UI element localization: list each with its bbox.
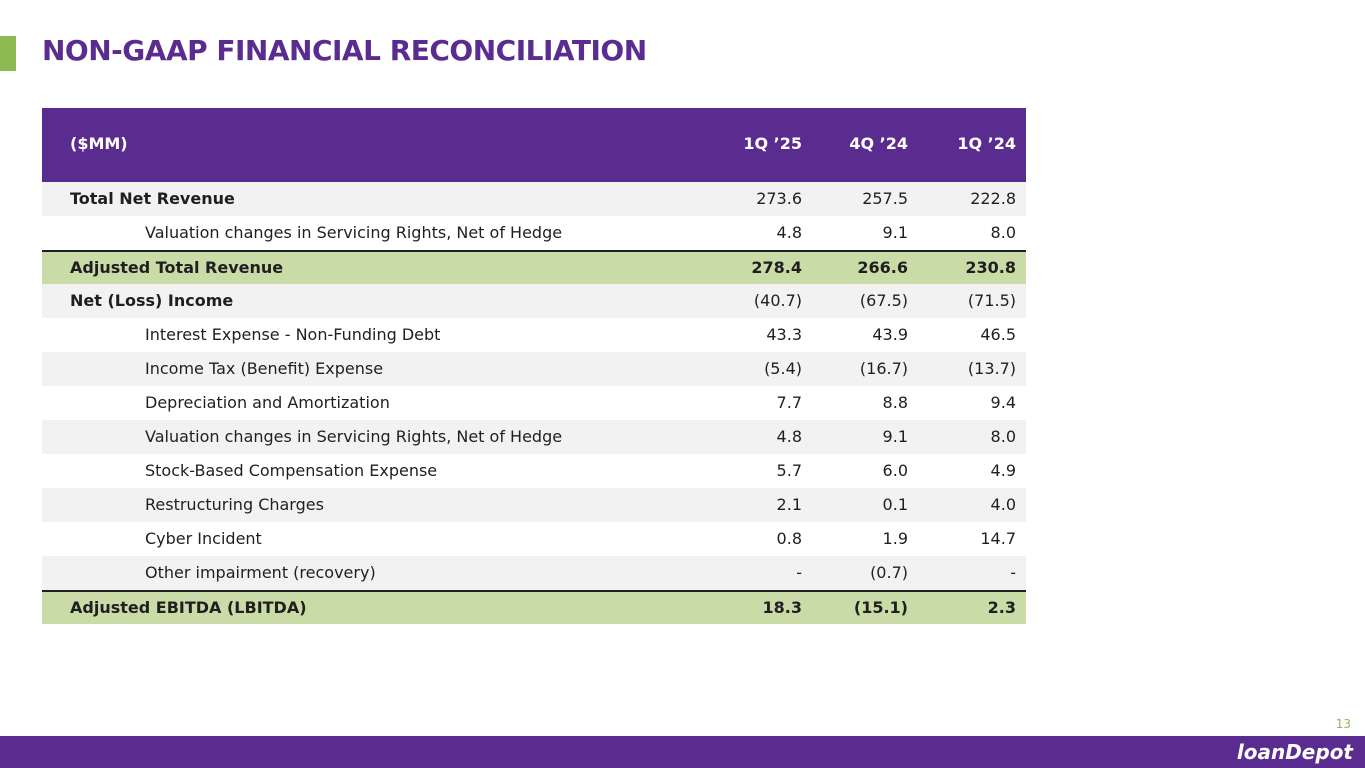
- row-label: Income Tax (Benefit) Expense: [145, 359, 384, 378]
- cell-value: 2.1: [776, 495, 802, 514]
- cell-value: 14.7: [980, 529, 1016, 548]
- cell-value: 0.1: [882, 495, 908, 514]
- reconciliation-table: ($MM) 1Q ’25 4Q ’24 1Q ’24 Total Net Rev…: [42, 108, 1026, 624]
- page-number: 13: [1335, 717, 1351, 731]
- table-row: Other impairment (recovery) - (0.7) -: [42, 556, 1026, 590]
- cell-value: 7.7: [776, 393, 802, 412]
- cell-value: 2.3: [987, 598, 1016, 617]
- column-header-1q25: 1Q ’25: [743, 134, 802, 153]
- table-row: Cyber Incident 0.8 1.9 14.7: [42, 522, 1026, 556]
- row-label: Total Net Revenue: [70, 189, 235, 208]
- cell-value: (71.5): [967, 291, 1016, 310]
- cell-value: (5.4): [764, 359, 802, 378]
- table-row: Net (Loss) Income (40.7) (67.5) (71.5): [42, 284, 1026, 318]
- cell-value: (16.7): [859, 359, 908, 378]
- cell-value: (0.7): [870, 563, 908, 582]
- cell-value: 43.3: [766, 325, 802, 344]
- cell-value: 8.8: [882, 393, 908, 412]
- cell-value: 278.4: [751, 258, 802, 277]
- cell-value: 43.9: [872, 325, 908, 344]
- row-label: Depreciation and Amortization: [145, 393, 390, 412]
- table-row-total: Adjusted EBITDA (LBITDA) 18.3 (15.1) 2.3: [42, 590, 1026, 624]
- cell-value: 9.4: [990, 393, 1016, 412]
- row-label: Stock-Based Compensation Expense: [145, 461, 438, 480]
- table-row: Total Net Revenue 273.6 257.5 222.8: [42, 182, 1026, 216]
- row-label: Valuation changes in Servicing Rights, N…: [145, 427, 563, 446]
- cell-value: 4.0: [990, 495, 1016, 514]
- cell-value: (67.5): [859, 291, 908, 310]
- row-label: Valuation changes in Servicing Rights, N…: [145, 223, 563, 242]
- table-row: Stock-Based Compensation Expense 5.7 6.0…: [42, 454, 1026, 488]
- cell-value: 1.9: [882, 529, 908, 548]
- row-label: Adjusted EBITDA (LBITDA): [70, 598, 307, 617]
- column-header-4q24: 4Q ’24: [849, 134, 908, 153]
- cell-value: -: [1010, 563, 1016, 582]
- row-label: Net (Loss) Income: [70, 291, 234, 310]
- table-row: Valuation changes in Servicing Rights, N…: [42, 420, 1026, 454]
- table-row-subtotal: Adjusted Total Revenue 278.4 266.6 230.8: [42, 250, 1026, 284]
- row-label: Other impairment (recovery): [145, 563, 376, 582]
- cell-value: 8.0: [990, 427, 1016, 446]
- cell-value: 230.8: [965, 258, 1016, 277]
- cell-value: 273.6: [756, 189, 802, 208]
- table-row: Interest Expense - Non-Funding Debt 43.3…: [42, 318, 1026, 352]
- row-label: Interest Expense - Non-Funding Debt: [145, 325, 441, 344]
- table-row: Depreciation and Amortization 7.7 8.8 9.…: [42, 386, 1026, 420]
- cell-value: 18.3: [762, 598, 802, 617]
- cell-value: 5.7: [776, 461, 802, 480]
- column-header-1q24: 1Q ’24: [957, 134, 1016, 153]
- table-row: Restructuring Charges 2.1 0.1 4.0: [42, 488, 1026, 522]
- cell-value: 266.6: [857, 258, 908, 277]
- footer-bar: loanDepot: [0, 736, 1365, 768]
- cell-value: (13.7): [967, 359, 1016, 378]
- cell-value: 8.0: [990, 223, 1016, 242]
- cell-value: 0.8: [776, 529, 802, 548]
- cell-value: 9.1: [882, 427, 908, 446]
- table-row: Valuation changes in Servicing Rights, N…: [42, 216, 1026, 250]
- table-row: Income Tax (Benefit) Expense (5.4) (16.7…: [42, 352, 1026, 386]
- company-logo: loanDepot: [1236, 740, 1353, 764]
- row-label: Restructuring Charges: [145, 495, 324, 514]
- table-header: ($MM) 1Q ’25 4Q ’24 1Q ’24: [42, 108, 1026, 182]
- cell-value: 4.8: [776, 223, 802, 242]
- units-header: ($MM): [70, 134, 128, 153]
- cell-value: 46.5: [980, 325, 1016, 344]
- cell-value: -: [796, 563, 802, 582]
- title-accent-bar: [0, 36, 16, 71]
- cell-value: (40.7): [753, 291, 802, 310]
- cell-value: 4.9: [990, 461, 1016, 480]
- row-label: Adjusted Total Revenue: [70, 258, 284, 277]
- cell-value: 6.0: [882, 461, 908, 480]
- cell-value: 4.8: [776, 427, 802, 446]
- page-title: NON-GAAP FINANCIAL RECONCILIATION: [42, 34, 647, 67]
- row-label: Cyber Incident: [145, 529, 262, 548]
- cell-value: 222.8: [970, 189, 1016, 208]
- cell-value: 257.5: [862, 189, 908, 208]
- cell-value: 9.1: [882, 223, 908, 242]
- cell-value: (15.1): [853, 598, 908, 617]
